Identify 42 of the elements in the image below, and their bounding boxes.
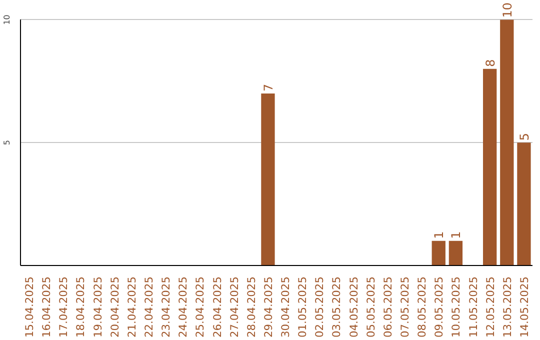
x-tick-label: 27.04.2025	[228, 276, 241, 338]
bar	[517, 142, 531, 266]
bar	[500, 20, 514, 266]
x-tick-label: 24.04.2025	[176, 276, 190, 338]
data-label: 5	[517, 132, 532, 141]
data-label: 10	[500, 2, 514, 18]
x-tick-label: 14.05.2025	[518, 276, 531, 338]
x-tick-label: 15.04.2025	[23, 276, 36, 338]
x-tick-label: 17.04.2025	[57, 276, 70, 338]
x-tick-label: 21.04.2025	[125, 276, 138, 338]
bar	[483, 68, 497, 266]
x-tick-label: 23.04.2025	[160, 276, 173, 338]
data-label: 1	[432, 231, 446, 239]
x-tick-label: 03.05.2025	[330, 276, 344, 338]
x-tick-label: 16.04.2025	[40, 276, 54, 338]
x-tick-label: 26.04.2025	[210, 276, 224, 338]
x-tick-label: 09.05.2025	[432, 276, 446, 338]
data-label: 1	[449, 231, 464, 239]
bar	[448, 240, 463, 266]
x-tick-label: 01.05.2025	[296, 276, 310, 338]
x-tick-label: 06.05.2025	[381, 276, 394, 338]
x-tick-label: 05.05.2025	[364, 276, 378, 338]
x-tick-label: 29.04.2025	[262, 276, 275, 338]
data-label: 7	[261, 84, 276, 92]
x-tick-label: 19.04.2025	[91, 276, 104, 338]
x-tick-label: 04.05.2025	[347, 276, 360, 338]
x-tick-label: 30.04.2025	[279, 276, 292, 338]
x-tick-label: 22.04.2025	[142, 276, 156, 338]
x-tick-label: 08.05.2025	[416, 276, 429, 338]
x-tick-label: 11.05.2025	[466, 276, 480, 338]
x-tick-label: 28.04.2025	[244, 276, 258, 338]
x-tick-label: 18.04.2025	[74, 276, 88, 338]
bar	[432, 240, 446, 266]
x-tick-label: 02.05.2025	[313, 276, 326, 338]
data-label: 8	[483, 59, 498, 67]
x-tick-label: 12.05.2025	[484, 276, 497, 338]
x-tick-label: 20.04.2025	[108, 276, 122, 338]
bar	[261, 93, 275, 266]
x-tick-label: 07.05.2025	[398, 276, 412, 338]
x-tick-label: 13.05.2025	[500, 276, 514, 338]
x-tick-label: 10.05.2025	[450, 276, 463, 338]
x-tick-label: 25.04.2025	[194, 276, 207, 338]
